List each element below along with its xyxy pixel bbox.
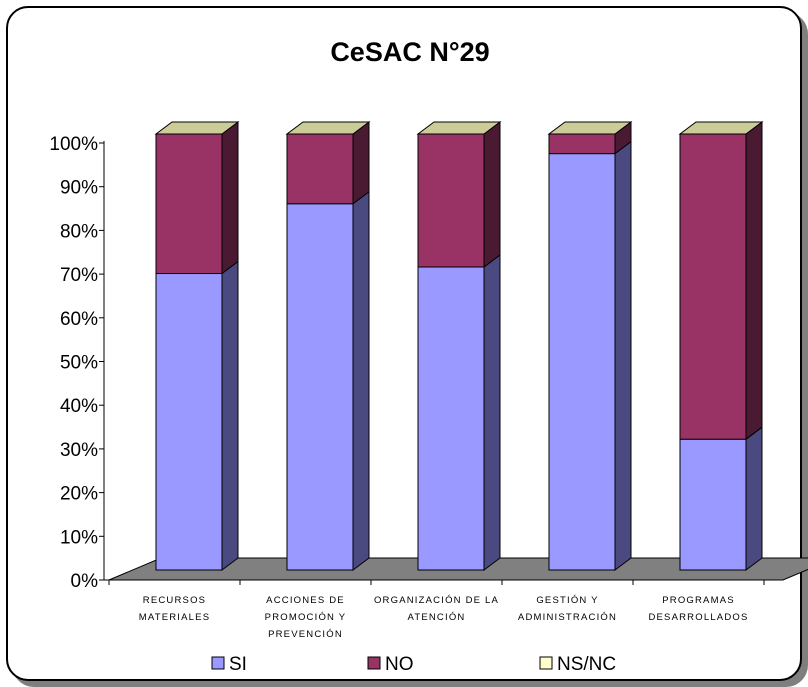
bar-side-si xyxy=(614,140,632,571)
bar-side-no xyxy=(352,121,370,205)
bar-side-si xyxy=(745,426,763,571)
bar-top-cap xyxy=(285,121,371,135)
bar-si xyxy=(155,273,223,571)
chart-title: CeSAC N°29 xyxy=(330,37,489,67)
bar-side-no xyxy=(483,121,501,268)
bar-no xyxy=(286,133,354,205)
x-category-label: ACCIONES DE xyxy=(266,595,345,606)
y-tick-label: 40% xyxy=(60,396,98,417)
bar-side-si xyxy=(483,253,501,571)
bar-si xyxy=(679,438,747,571)
x-category-label: GESTIÓN Y xyxy=(536,595,598,606)
y-tick-label: 0% xyxy=(71,571,99,592)
x-category-label: PROMOCIÓN Y xyxy=(265,612,347,623)
bar-no xyxy=(417,133,485,268)
x-category-label: ORGANIZACIÓN DE LA xyxy=(374,595,499,606)
y-tick-label: 70% xyxy=(60,265,98,286)
legend-swatch-nsnc xyxy=(539,656,553,670)
bar-side-no xyxy=(745,121,763,441)
legend-swatch-si xyxy=(211,656,225,670)
y-tick-label: 20% xyxy=(60,484,98,505)
y-tick-label: 30% xyxy=(60,440,98,461)
y-tick-label: 80% xyxy=(60,221,98,242)
legend-label: SI xyxy=(229,654,247,675)
y-tick-label: 60% xyxy=(60,309,98,330)
y-tick-label: 100% xyxy=(49,134,98,155)
bar-side-no xyxy=(221,121,239,275)
x-category-label: MATERIALES xyxy=(139,612,210,623)
bar-side-si xyxy=(221,260,239,571)
legend-label: NS/NC xyxy=(557,654,616,675)
bar-no xyxy=(679,133,747,440)
bar-side-si xyxy=(352,190,370,571)
bar-top-cap xyxy=(416,121,502,135)
y-tick-label: 90% xyxy=(60,178,98,199)
x-category-label: RECURSOS xyxy=(143,595,206,606)
bar-top-cap xyxy=(154,121,240,135)
x-category-label: DESARROLLADOS xyxy=(648,612,748,623)
bar-si xyxy=(548,153,616,571)
bar-si xyxy=(417,266,485,571)
bar-no xyxy=(155,133,223,275)
bar-top-cap xyxy=(547,121,633,135)
legend-swatch-no xyxy=(367,656,381,670)
y-tick-label: 50% xyxy=(60,353,98,374)
bar-si xyxy=(286,203,354,571)
bar-top-cap xyxy=(678,121,764,135)
y-tick-label: 10% xyxy=(60,527,98,548)
x-category-label: ATENCIÓN xyxy=(408,612,466,623)
x-category-label: PROGRAMAS xyxy=(662,595,735,606)
x-category-label: ADMINISTRACIÓN xyxy=(518,612,617,623)
bar-no xyxy=(548,133,616,155)
x-category-label: PREVENCIÓN xyxy=(268,629,343,640)
legend-label: NO xyxy=(385,654,414,675)
